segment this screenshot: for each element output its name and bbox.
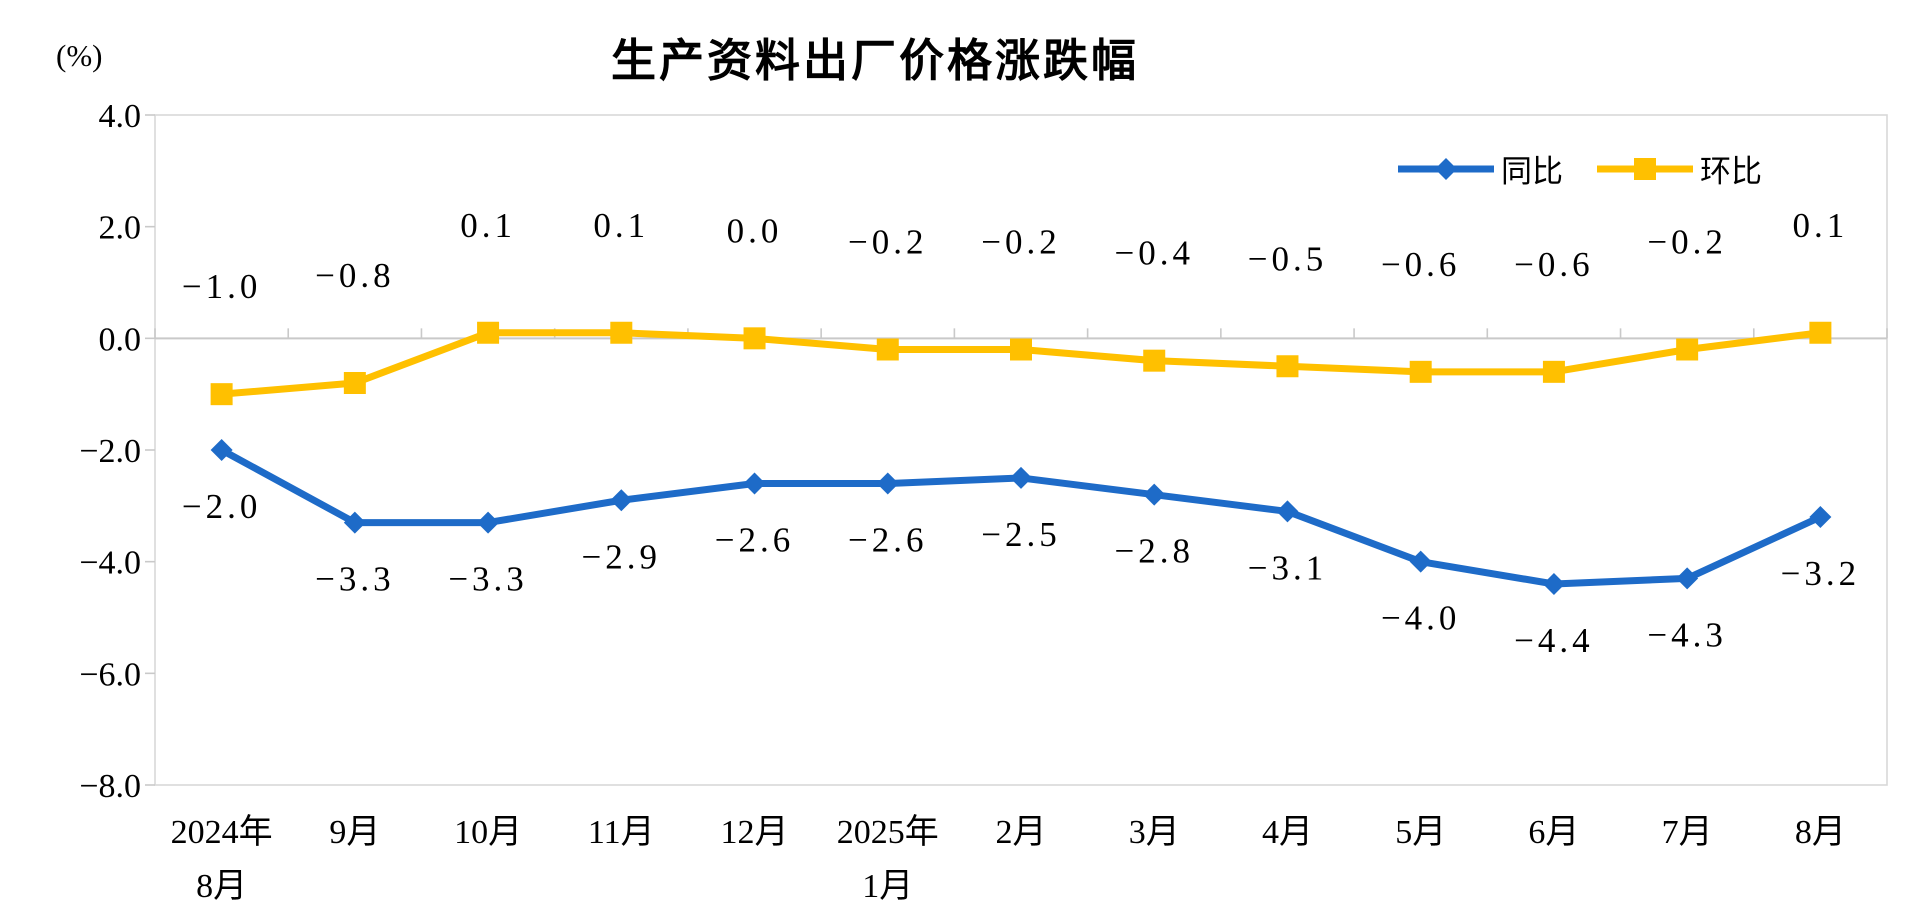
tongbi-point-marker: [1409, 550, 1432, 573]
x-axis-label: 8月: [1795, 814, 1846, 851]
tongbi-point-marker: [1676, 567, 1699, 590]
legend-label-huanbi: 环比: [1700, 154, 1762, 189]
tongbi-point-marker: [1809, 506, 1832, 528]
huanbi-data-label: −0.6: [1514, 245, 1594, 284]
huanbi-data-label: −0.2: [981, 223, 1061, 262]
legend-item-huanbi: 环比: [1595, 146, 1762, 191]
x-axis-label: 1月: [862, 868, 913, 905]
huanbi-data-label: −1.0: [182, 267, 262, 306]
huanbi-point-marker: [477, 321, 500, 344]
legend-item-tongbi: 同比: [1396, 146, 1563, 191]
x-axis-label: 12月: [721, 814, 789, 851]
x-axis-label: 3月: [1129, 814, 1180, 851]
y-axis-tick-label: 0.0: [99, 321, 142, 358]
tongbi-legend-line-icon: [1398, 157, 1494, 180]
y-axis-tick-label: −4.0: [79, 545, 141, 582]
huanbi-point-marker: [1542, 360, 1565, 383]
x-axis-label: 2月: [996, 814, 1047, 851]
huanbi-legend-line-icon: [1597, 157, 1693, 180]
huanbi-point-marker: [1409, 360, 1432, 383]
x-axis-label: 8月: [196, 868, 247, 905]
tongbi-point-marker: [1542, 573, 1565, 595]
huanbi-data-label: −0.2: [1647, 223, 1727, 262]
tongbi-point-marker: [876, 472, 899, 495]
tongbi-data-label: −3.3: [315, 560, 395, 599]
tongbi-point-marker: [1276, 500, 1299, 523]
legend-label-tongbi: 同比: [1501, 154, 1563, 189]
huanbi-point-marker: [1143, 349, 1166, 372]
tongbi-data-label: −2.9: [582, 537, 662, 576]
y-axis-tick-label: −2.0: [79, 433, 141, 470]
x-axis-label: 7月: [1662, 814, 1713, 851]
huanbi-point-marker: [1676, 338, 1699, 361]
huanbi-point-marker: [343, 372, 366, 394]
huanbi-data-label: −0.8: [315, 256, 395, 295]
huanbi-point-marker: [743, 327, 766, 350]
huanbi-point-marker: [1010, 338, 1032, 361]
chart-legend: 同比 环比: [1396, 146, 1762, 191]
tongbi-data-label: −3.1: [1248, 548, 1328, 587]
huanbi-point-marker: [1809, 321, 1832, 344]
y-axis-tick-label: 2.0: [99, 210, 142, 247]
tongbi-point-marker: [210, 439, 233, 461]
x-axis-label: 9月: [329, 814, 380, 851]
x-axis-label: 5月: [1395, 814, 1446, 851]
y-axis-tick-label: 4.0: [99, 98, 142, 135]
huanbi-data-label: 0.1: [593, 206, 649, 245]
tongbi-data-label: −4.3: [1647, 615, 1727, 654]
tongbi-data-label: −2.0: [182, 487, 262, 526]
y-axis-unit-label: (%): [56, 38, 103, 73]
tongbi-data-label: −3.3: [448, 560, 528, 599]
y-axis-tick-label: −6.0: [79, 656, 141, 693]
x-axis-label: 2024年: [171, 813, 273, 851]
tongbi-point-marker: [1010, 466, 1032, 489]
x-axis-label: 2025年: [837, 813, 939, 851]
chart-title: 生产资料出厂价格涨跌幅: [610, 35, 1139, 86]
tongbi-point-marker: [343, 511, 366, 534]
x-axis-label: 4月: [1262, 814, 1313, 851]
huanbi-data-label: 0.0: [727, 211, 783, 250]
huanbi-data-label: 0.1: [460, 206, 516, 245]
huanbi-point-marker: [210, 383, 233, 406]
tongbi-point-marker: [477, 511, 500, 534]
x-axis-label: 11月: [588, 814, 655, 851]
huanbi-data-label: −0.2: [848, 223, 928, 262]
huanbi-data-label: 0.1: [1793, 206, 1849, 245]
huanbi-point-marker: [876, 338, 899, 361]
tongbi-data-label: −2.6: [715, 521, 795, 560]
plot-border: [154, 114, 1888, 786]
tongbi-data-label: −4.0: [1381, 599, 1461, 638]
tongbi-data-label: −2.6: [848, 521, 928, 560]
tongbi-data-label: −2.8: [1114, 532, 1194, 571]
tongbi-point-marker: [610, 489, 633, 512]
x-axis-label: 6月: [1528, 814, 1579, 851]
huanbi-point-marker: [610, 321, 633, 344]
tongbi-data-label: −2.5: [981, 515, 1061, 554]
tongbi-data-label: −3.2: [1781, 554, 1861, 593]
huanbi-data-label: −0.5: [1248, 239, 1328, 278]
huanbi-point-marker: [1276, 355, 1299, 378]
tongbi-point-marker: [1143, 483, 1166, 506]
y-axis-tick-label: −8.0: [79, 768, 141, 805]
huanbi-data-label: −0.4: [1114, 234, 1194, 273]
tongbi-data-label: −4.4: [1514, 621, 1594, 660]
huanbi-data-label: −0.6: [1381, 245, 1461, 284]
tongbi-point-marker: [743, 472, 766, 495]
x-axis-label: 10月: [454, 814, 522, 851]
